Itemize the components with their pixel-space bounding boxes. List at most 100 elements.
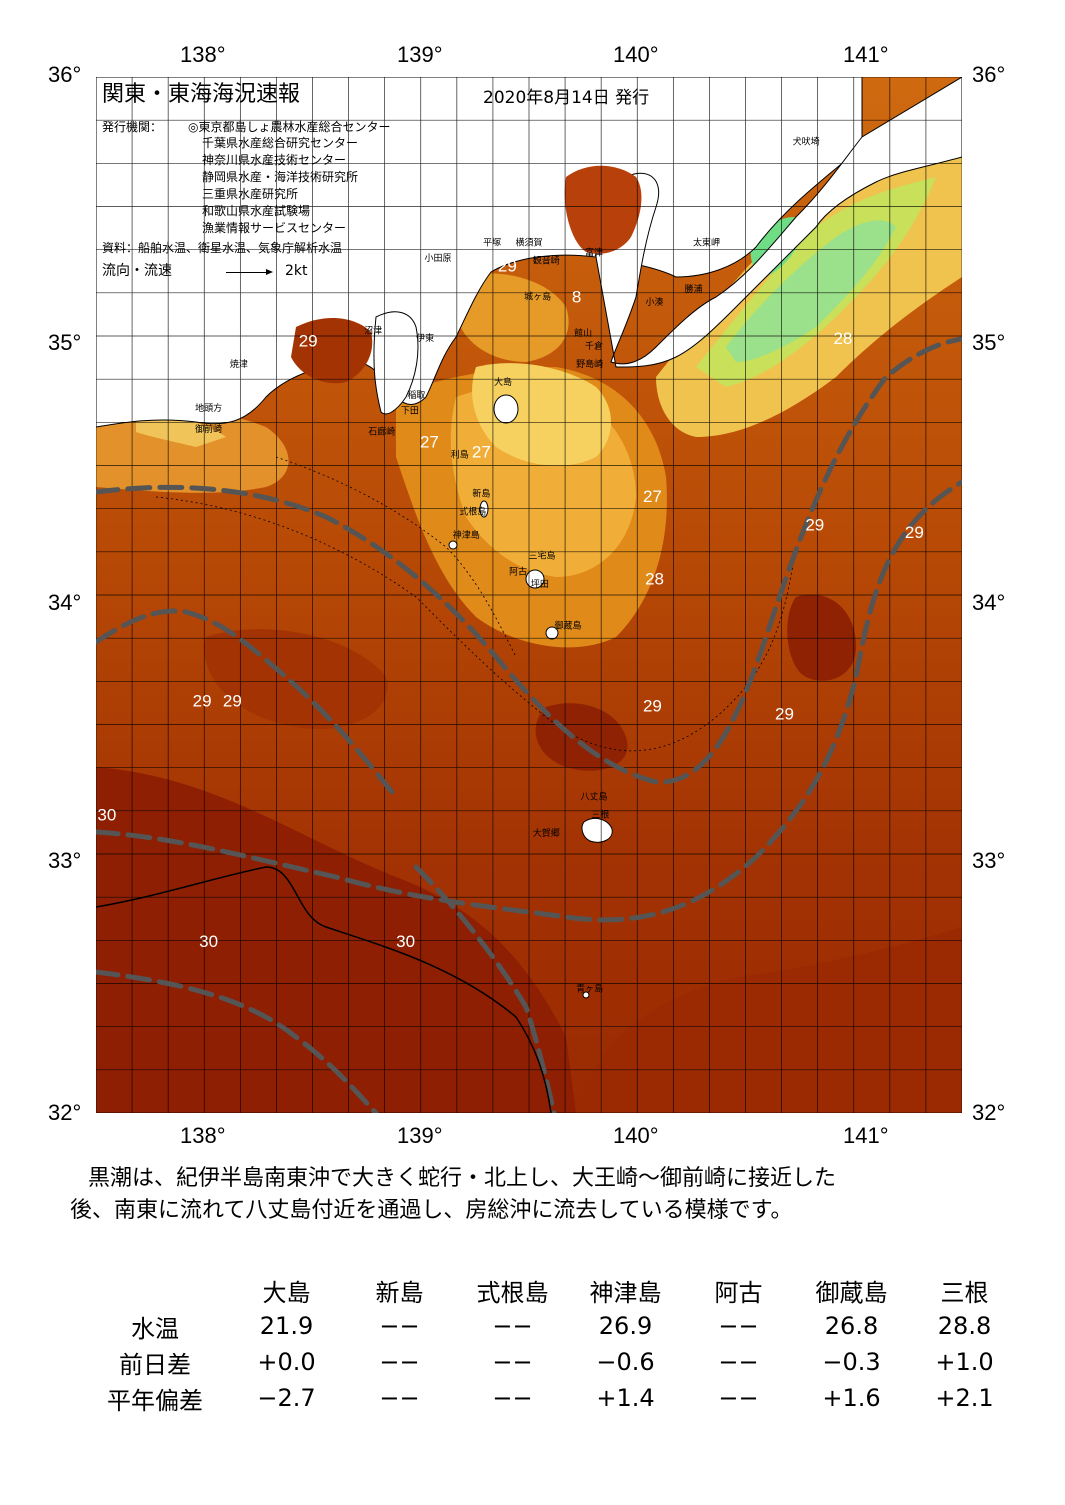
temperature-label: 27 (472, 443, 491, 462)
table-cell: +0.0 (257, 1348, 316, 1376)
oshima-island (493, 394, 519, 424)
kuroshio-axis-center (413, 864, 557, 1113)
warm-patch-east (787, 594, 856, 681)
table-header-row: 大島 新島 式根島 神津島 阿古 御蔵島 三根 (80, 1272, 1021, 1308)
data-source: 資料：船舶水温、衛星水温、気象庁解析水温 (102, 241, 343, 255)
table-cell: +2.1 (935, 1384, 994, 1412)
table-cell: −0.3 (822, 1348, 881, 1376)
place-name-label: 下田 (401, 406, 419, 417)
summary-text: 黒潮は、紀伊半島南東沖で大きく蛇行・北上し、大王崎～御前崎に接近した 後、南東に… (70, 1163, 1010, 1227)
current-legend-arrowhead (266, 269, 273, 275)
summary-line-1: 黒潮は、紀伊半島南東沖で大きく蛇行・北上し、大王崎～御前崎に接近した (88, 1166, 837, 1191)
column-header: 阿古 (714, 1278, 763, 1307)
row-label: 平年偏差 (107, 1386, 203, 1415)
publisher-4: 静岡県水産・海洋技術研究所 (202, 170, 359, 184)
place-name-label: 三根 (591, 809, 609, 821)
lat-label-right-35: 35° (972, 330, 1006, 355)
column-header: 三根 (940, 1278, 989, 1307)
table-cell: −− (492, 1384, 533, 1412)
place-name-label: 平塚 (483, 237, 501, 248)
table-cell: −− (718, 1312, 759, 1340)
table-row: 平年偏差 −2.7 −− −− +1.4 −− +1.6 +2.1 (80, 1380, 1021, 1416)
lat-label-left-33: 33° (48, 848, 82, 873)
lon-label-top-140: 140° (613, 42, 659, 67)
publisher-5: 三重県水産研究所 (202, 187, 299, 201)
lat-label-left-32: 32° (48, 1100, 82, 1125)
table-cell: −− (379, 1348, 420, 1376)
land-boso (595, 77, 962, 368)
place-name-label: 太東岬 (693, 236, 720, 248)
kozushima-island (448, 540, 458, 550)
temperature-label: 29 (775, 704, 794, 723)
temperature-label: 27 (643, 487, 662, 506)
place-name-label: 館山 (574, 327, 592, 339)
sea-temperature-map: 29 29 8 27 27 27 28 28 29 29 29 29 29 29 30 30 30 犬吠埼 太東岬… (96, 77, 962, 1113)
aogashima-island (582, 991, 590, 999)
kuroshio-axis-southwest (96, 969, 379, 1113)
lat-label-right-33: 33° (972, 848, 1006, 873)
warm-patch-central (535, 703, 628, 771)
column-header: 式根島 (476, 1278, 549, 1307)
place-name-label: 千倉 (585, 340, 603, 352)
lon-label-bottom-139: 139° (397, 1123, 443, 1148)
place-name-label: 犬吠埼 (793, 135, 820, 147)
lon-label-bottom-141: 141° (843, 1123, 889, 1148)
place-name-label: 御前崎 (195, 423, 222, 435)
mikura-island (545, 626, 559, 640)
table-cell: 26.9 (598, 1312, 653, 1340)
lon-label-top-138: 138° (180, 42, 226, 67)
kuroshio-axis-west-loop (96, 608, 399, 800)
table-cell: −− (379, 1312, 420, 1340)
table-cell: 26.8 (824, 1312, 879, 1340)
place-name-label: 城ヶ島 (524, 291, 551, 303)
lat-label-right-32: 32° (972, 1100, 1006, 1125)
place-name-label: 御蔵島 (554, 620, 581, 632)
publisher-6: 和歌山県水産試験場 (202, 204, 311, 218)
place-name-label: 観音崎 (533, 254, 560, 266)
place-name-label: 八丈島 (580, 791, 607, 803)
table-cell: −− (718, 1384, 759, 1412)
temperature-label: 30 (199, 932, 218, 951)
table-corner (80, 1272, 230, 1308)
publisher-1: ◎東京都島しょ農林水産総合センター (188, 120, 391, 134)
table-cell: +1.0 (935, 1348, 994, 1376)
place-name-label: 勝浦 (685, 283, 703, 295)
temperature-label: 28 (645, 570, 664, 589)
place-name-label: 阿古 (509, 565, 527, 577)
table-row: 前日差 +0.0 −− −− −0.6 −− −0.3 +1.0 (80, 1344, 1021, 1380)
temperature-label: 29 (905, 523, 924, 542)
contour-30 (96, 866, 552, 1113)
land-tokai (96, 77, 863, 428)
map-title: 関東・東海海況速報 (102, 82, 301, 107)
column-header: 神津島 (589, 1278, 662, 1307)
miyake-island (525, 569, 545, 589)
place-name-label: 富津 (585, 247, 603, 259)
temperature-label: 30 (97, 805, 116, 824)
place-name-label: 地頭方 (195, 402, 222, 414)
place-name-label: 利島 (451, 449, 469, 461)
lat-label-right-36: 36° (972, 62, 1006, 87)
temperature-label: 29 (643, 697, 662, 716)
lat-label-left-34: 34° (48, 590, 82, 615)
place-name-label: 大賀郷 (533, 827, 560, 839)
place-name-label: 稲取 (407, 389, 425, 401)
table-cell: −− (379, 1384, 420, 1412)
place-name-label: 大島 (494, 376, 512, 388)
current-legend-speed: 2kt (285, 263, 308, 279)
publisher-label: 発行機関： (102, 120, 163, 134)
cool-band-sagami-coast (136, 415, 226, 447)
temperature-label: 8 (572, 287, 581, 306)
place-name-label: 小湊 (646, 296, 664, 308)
hachijo-island (581, 818, 613, 843)
issue-date: 2020年8月14日 発行 (483, 88, 650, 108)
temperature-label: 29 (223, 691, 242, 710)
observation-table: 大島 新島 式根島 神津島 阿古 御蔵島 三根 水温 21.9 −− −− 26… (80, 1272, 1021, 1416)
table-cell: 28.8 (937, 1312, 992, 1340)
temperature-label: 27 (420, 432, 439, 451)
table-cell: −− (492, 1312, 533, 1340)
lon-label-bottom-138: 138° (180, 1123, 226, 1148)
place-name-label: 石廊崎 (368, 425, 395, 437)
table-cell: −0.6 (596, 1348, 655, 1376)
table-cell: −− (718, 1348, 759, 1376)
